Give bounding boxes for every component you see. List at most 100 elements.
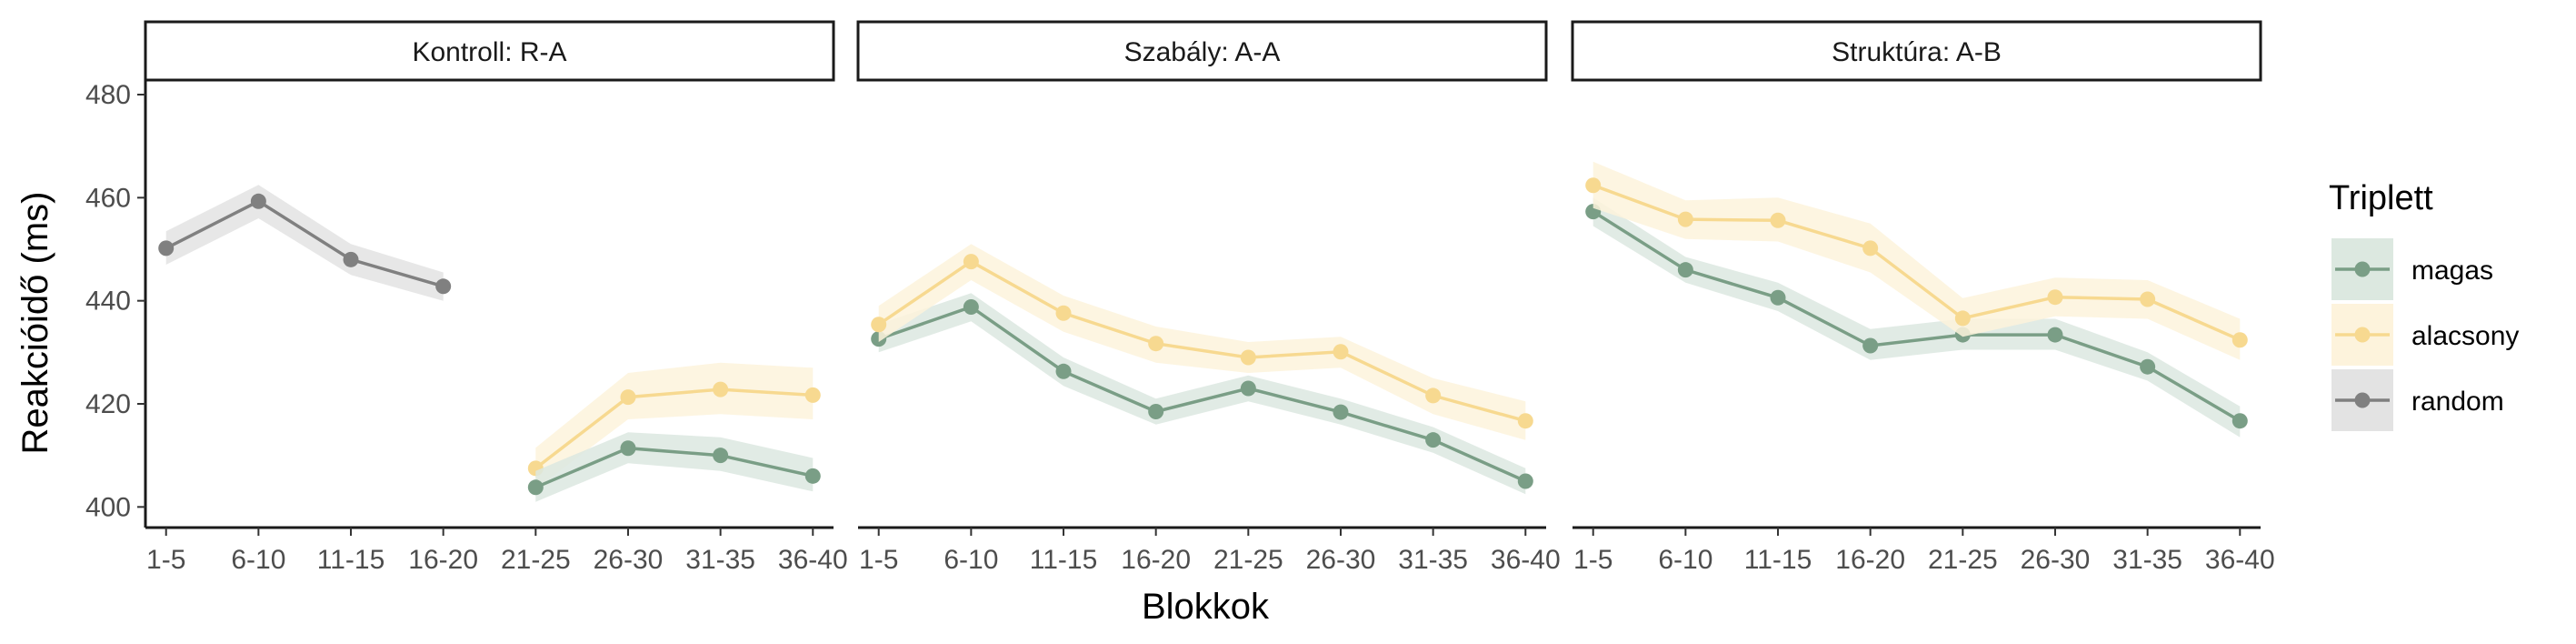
- data-point: [1055, 363, 1072, 379]
- panel-2: Szabály: A-A 1-5 6-10 11-15 16-20 21-25 26-30 3…: [856, 20, 1561, 575]
- data-point: [1148, 404, 1164, 419]
- data-point: [1240, 349, 1256, 366]
- x-tick-label: 1-5: [1573, 545, 1612, 575]
- data-point: [1677, 262, 1693, 278]
- data-point: [713, 381, 729, 397]
- confidence-ribbon: [878, 244, 1526, 440]
- x-tick-label: 26-30: [1306, 545, 1376, 575]
- data-point: [1333, 344, 1349, 360]
- series-line: [877, 259, 1526, 423]
- data-point: [1425, 432, 1442, 448]
- series-magas: [1585, 197, 2248, 438]
- x-tick-label: 6-10: [1658, 545, 1712, 575]
- x-tick-label: 1-5: [859, 545, 898, 575]
- series-line: [165, 199, 444, 288]
- data-point: [1862, 240, 1879, 257]
- series-magas: [527, 432, 821, 502]
- data-point: [963, 298, 979, 315]
- data-point: [1862, 337, 1879, 354]
- legend-key-point: [2354, 327, 2371, 343]
- series-line: [534, 446, 814, 489]
- legend-item-alacsony: alacsony: [2331, 304, 2519, 366]
- series-random: [158, 185, 452, 301]
- x-tick-label: 16-20: [1835, 545, 1905, 575]
- data-point: [871, 317, 887, 333]
- legend-label: alacsony: [2411, 321, 2519, 351]
- x-tick-label: 11-15: [1030, 545, 1098, 575]
- data-point: [343, 251, 359, 267]
- y-tick-label: 440: [85, 287, 131, 317]
- series-magas: [871, 293, 1533, 495]
- y-axis: 400 420 440 460 480: [85, 64, 147, 528]
- legend: Triplett magas alacsony random: [2329, 179, 2519, 431]
- data-point: [1517, 473, 1533, 489]
- data-point: [158, 240, 175, 257]
- data-point: [2140, 358, 2156, 375]
- facet-strip-label: Struktúra: A-B: [1832, 37, 2002, 67]
- data-point: [713, 448, 729, 464]
- y-tick-label: 480: [85, 80, 131, 110]
- panel-1: Kontroll: R-A 1-5 6-10 11-15 16-20 21-25 26-30…: [144, 20, 848, 575]
- x-tick-label: 26-30: [2021, 545, 2091, 575]
- data-point: [2232, 413, 2248, 429]
- x-tick-label: 16-20: [408, 545, 478, 575]
- x-tick-label: 21-25: [501, 545, 571, 575]
- x-tick-label: 36-40: [778, 545, 848, 575]
- confidence-ribbon: [878, 293, 1526, 495]
- x-tick-label: 16-20: [1121, 545, 1191, 575]
- panel-3: Struktúra: A-B 1-5 6-10 11-15 16-20 21-25 26-3…: [1571, 20, 2275, 575]
- series-line: [534, 387, 814, 470]
- x-tick-label: 21-25: [1928, 545, 1998, 575]
- data-point: [804, 387, 821, 403]
- x-tick-label: 31-35: [1398, 545, 1468, 575]
- y-tick-label: 420: [85, 389, 131, 419]
- facet-strip: [1571, 20, 2262, 82]
- data-point: [1148, 336, 1164, 352]
- legend-title: Triplett: [2329, 179, 2433, 217]
- x-tick-label: 6-10: [944, 545, 998, 575]
- y-tick-label: 400: [85, 492, 131, 522]
- data-point: [2140, 291, 2156, 307]
- legend-key-point: [2354, 261, 2371, 277]
- series-line: [1592, 210, 2242, 423]
- series-line: [1593, 184, 2242, 342]
- x-axis-title: Blokkok: [1142, 587, 1270, 627]
- y-axis-title: Reakcióidő (ms): [15, 192, 55, 455]
- data-point: [620, 440, 636, 457]
- x-tick-label: 26-30: [594, 545, 664, 575]
- data-point: [1240, 380, 1256, 397]
- data-point: [1954, 310, 1971, 327]
- data-point: [250, 193, 266, 209]
- y-tick-label: 460: [85, 183, 131, 213]
- data-point: [963, 254, 979, 270]
- data-point: [1677, 211, 1693, 227]
- facet-strip-label: Kontroll: R-A: [412, 37, 566, 67]
- data-point: [804, 468, 821, 484]
- x-tick-label: 36-40: [2205, 545, 2275, 575]
- data-point: [2047, 289, 2063, 306]
- x-tick-label: 21-25: [1213, 545, 1283, 575]
- confidence-ribbon: [165, 185, 444, 301]
- legend-key-point: [2354, 392, 2371, 408]
- data-point: [620, 389, 636, 406]
- x-tick-label: 1-5: [146, 545, 185, 575]
- data-point: [527, 479, 544, 496]
- data-point: [2047, 327, 2063, 343]
- x-tick-label: 6-10: [231, 545, 285, 575]
- data-point: [1055, 305, 1072, 321]
- x-tick-label: 11-15: [317, 545, 385, 575]
- data-point: [1770, 212, 1786, 228]
- legend-label: magas: [2411, 256, 2493, 286]
- data-point: [1517, 413, 1533, 429]
- facet-strip-label: Szabály: A-A: [1124, 37, 1281, 67]
- x-tick-label: 31-35: [2112, 545, 2182, 575]
- facet-strip: [144, 20, 835, 82]
- legend-item-magas: magas: [2331, 238, 2493, 300]
- series-line: [878, 305, 1527, 483]
- confidence-ribbon: [1593, 161, 2241, 360]
- panels: Kontroll: R-A 1-5 6-10 11-15 16-20 21-25 26-30…: [144, 20, 2275, 575]
- legend-item-random: random: [2331, 369, 2504, 431]
- series-alacsony: [1585, 161, 2248, 360]
- confidence-ribbon: [535, 432, 814, 502]
